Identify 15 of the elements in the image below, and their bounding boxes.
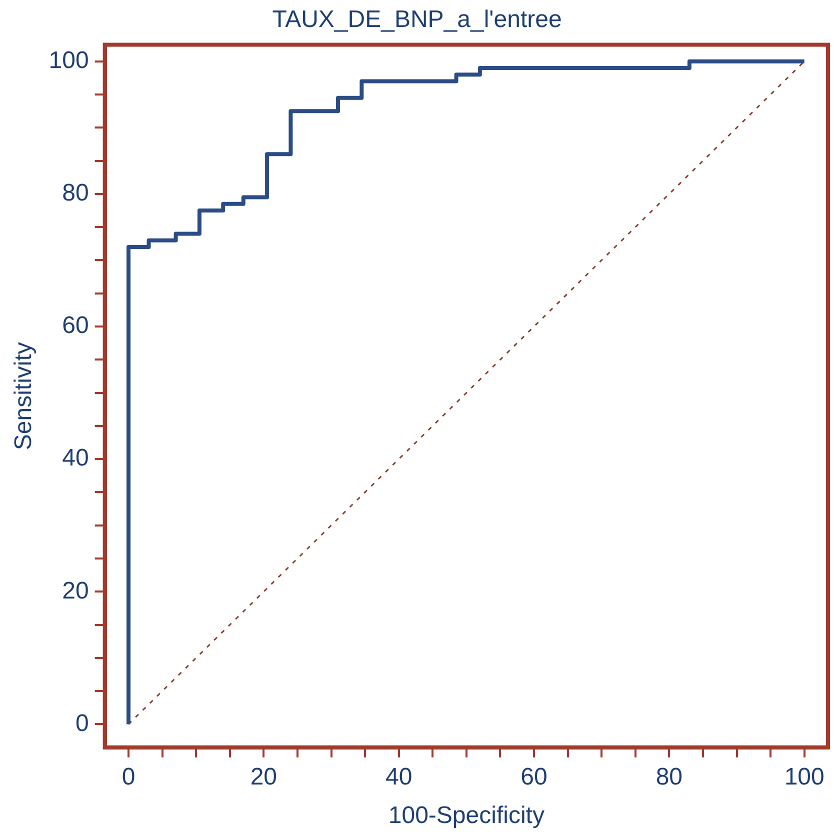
y-tick-label: 40 [62,444,89,472]
y-tick-label: 0 [75,710,89,737]
y-tick-label: 60 [62,312,89,340]
y-tick-label: 80 [62,180,89,207]
x-tick-label: 100 [784,763,824,790]
x-tick-label: 20 [250,763,278,790]
x-tick-label: 80 [656,763,683,790]
x-tick-label: 0 [122,763,136,790]
y-tick-label: 20 [62,577,89,604]
y-tick-label: 100 [48,46,89,74]
chart-title: TAUX_DE_BNP_a_l'entree [272,6,562,34]
x-tick-label: 40 [385,763,412,790]
y-axis-title: Sensitivity [10,342,38,450]
x-axis-title: 100-Specificity [388,802,544,830]
x-tick-label: 60 [520,763,548,790]
